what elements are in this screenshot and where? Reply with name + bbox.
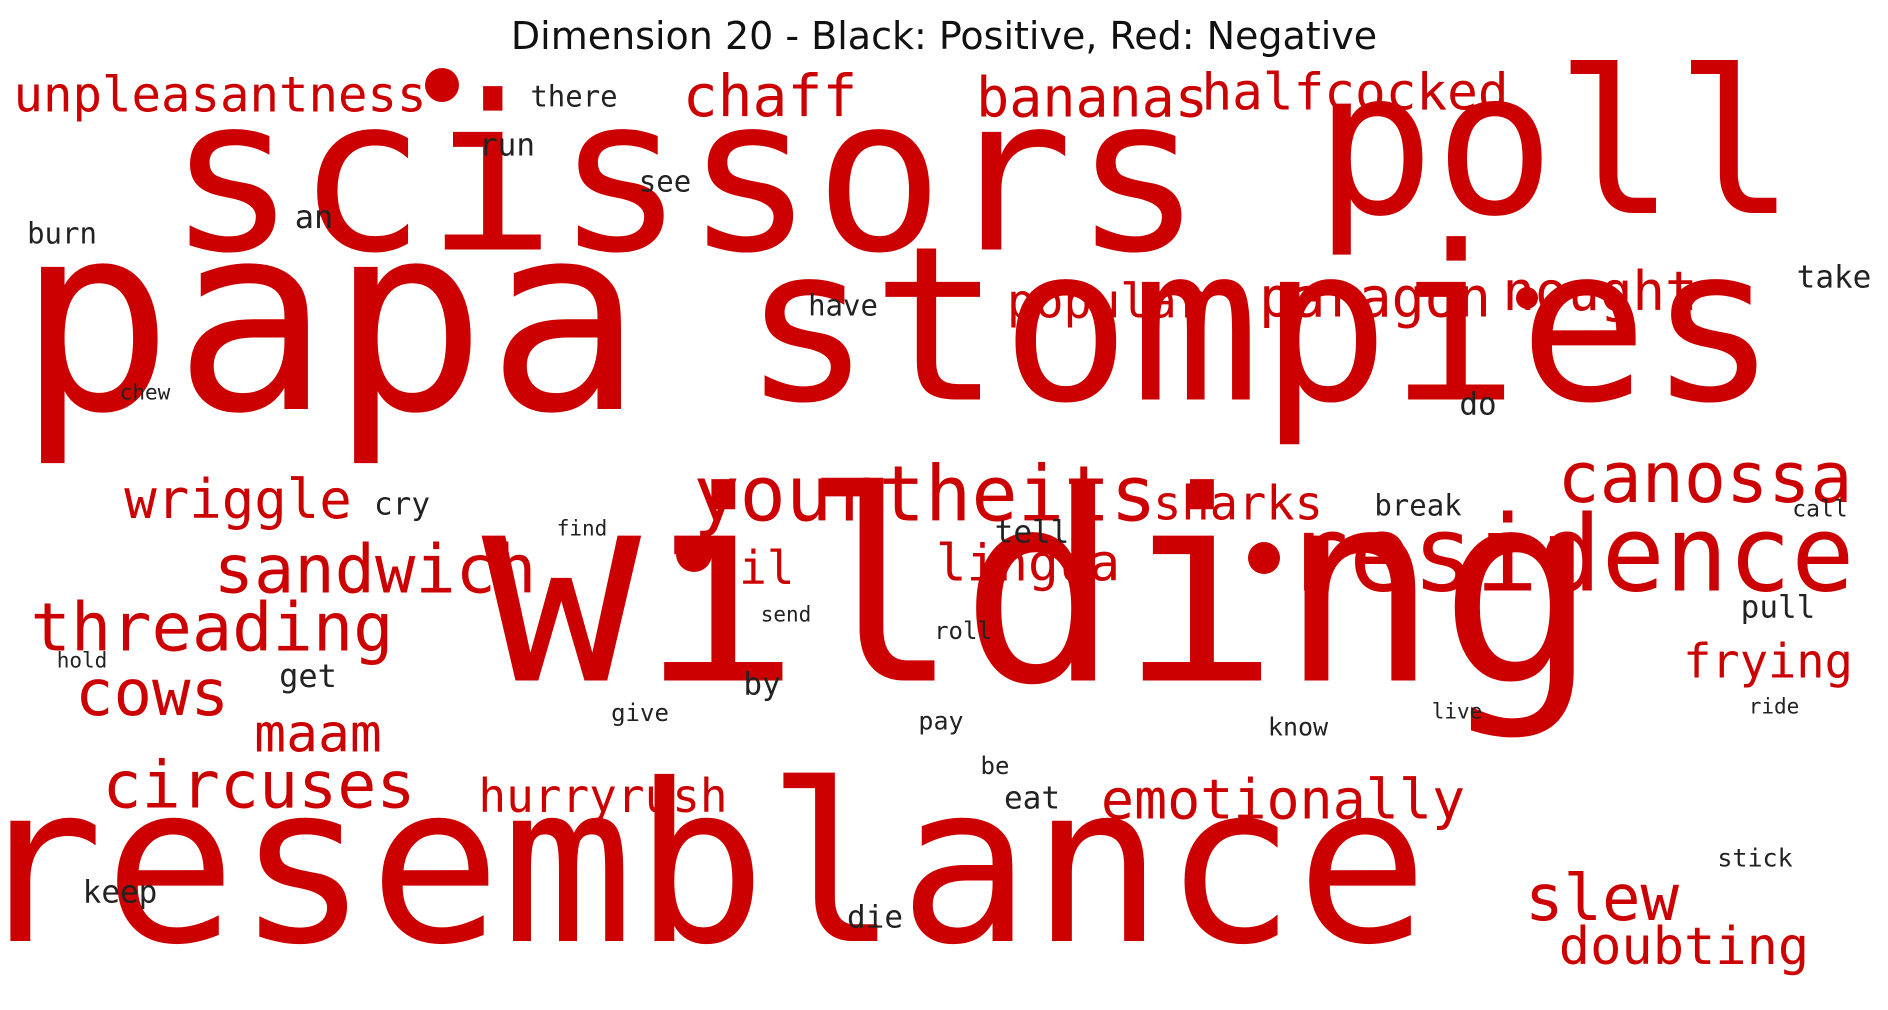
word-scissors: scissors: [167, 49, 1203, 301]
word-know: know: [1267, 712, 1329, 742]
word-die: die: [847, 899, 903, 936]
word-break: break: [1374, 488, 1462, 523]
word-emotionally: emotionally: [1100, 767, 1466, 832]
word-wriggle: wriggle: [124, 468, 352, 531]
word-halfcocked: halfcocked: [1201, 63, 1509, 123]
word-find: find: [556, 516, 608, 541]
word-popular: popular: [1006, 274, 1206, 330]
word-maam: maam: [254, 703, 382, 765]
word-paragon: paragon: [1259, 265, 1491, 330]
word-yourtheits: yourtheits: [693, 450, 1157, 540]
word-stompies: stompies: [742, 199, 1778, 451]
word-chew: chew: [119, 380, 171, 405]
word-call: call: [1792, 496, 1848, 523]
word-send: send: [760, 602, 812, 627]
word-roll: roll: [934, 617, 992, 645]
word-do: do: [1459, 386, 1497, 423]
word-threading: threading: [30, 588, 394, 667]
word-frying: frying: [1683, 634, 1853, 690]
word-unpleasantness: unpleasantness: [13, 66, 427, 124]
word-ride: ride: [1748, 694, 1800, 719]
word-resemblance: resemblance: [0, 737, 1429, 993]
word-an: an: [294, 198, 334, 236]
dot-mark: [425, 68, 459, 102]
word-burn: burn: [27, 216, 97, 251]
word-poll: poll: [1314, 28, 1796, 261]
word-be: be: [980, 752, 1010, 780]
word-pay: pay: [918, 706, 964, 736]
word-slew: slew: [1524, 862, 1680, 936]
word-cows: cows: [74, 657, 230, 731]
word-run: run: [479, 127, 535, 164]
word-residence: residence: [1285, 493, 1855, 616]
dot-mark: [1516, 287, 1538, 309]
word-hurryrush: hurryrush: [478, 769, 728, 823]
word-see: see: [638, 164, 692, 199]
word-give: give: [611, 699, 669, 727]
word-pull: pull: [1740, 589, 1816, 626]
figure-title: Dimension 20 - Black: Positive, Red: Neg…: [510, 14, 1378, 58]
dot-mark: [1248, 542, 1280, 574]
word-keep: keep: [82, 874, 158, 911]
word-bananas: bananas: [976, 65, 1208, 130]
word-cry: cry: [374, 486, 430, 523]
word-get: get: [279, 657, 337, 695]
word-hold: hold: [56, 648, 108, 673]
word-eat: eat: [1004, 780, 1060, 817]
word-live: live: [1431, 699, 1483, 724]
word-stick: stick: [1717, 843, 1793, 873]
word-wilding: wilding: [481, 435, 1599, 744]
word-circuses: circuses: [102, 748, 416, 824]
word-canossa: canossa: [1557, 437, 1853, 519]
word-by: by: [743, 666, 781, 703]
word-sharks: sharks: [1153, 476, 1323, 532]
word-have: have: [808, 288, 878, 323]
word-sandwich: sandwich: [213, 530, 537, 609]
dot-mark: [676, 536, 712, 572]
word-papa: papa: [16, 169, 644, 471]
word-lingua: lingua: [935, 534, 1121, 594]
word-tell: tell: [994, 514, 1070, 551]
word-take: take: [1796, 259, 1872, 296]
word-there: there: [530, 79, 618, 114]
word-doubting: doubting: [1558, 917, 1810, 977]
word-til: til: [711, 541, 795, 595]
word-chaff: chaff: [682, 62, 858, 130]
